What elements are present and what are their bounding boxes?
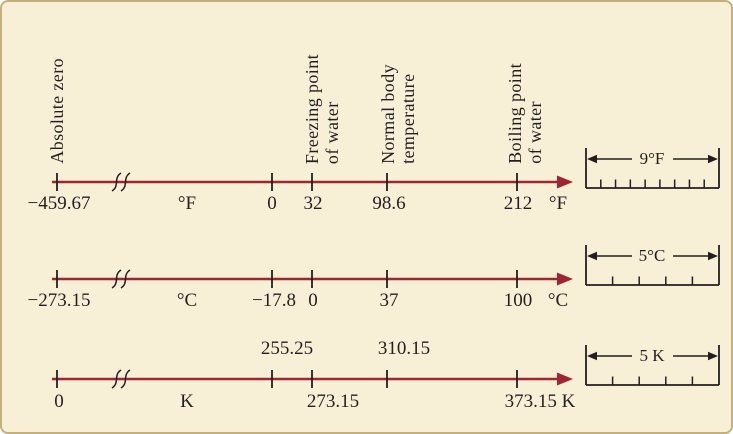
right-arrowhead-icon	[708, 251, 718, 261]
left-arrowhead-icon	[587, 351, 597, 361]
annotation-boiling-point: Boiling point of water	[505, 63, 545, 164]
left-arrowhead-icon	[587, 154, 597, 164]
annotation-absolute-zero: Absolute zero	[47, 58, 67, 164]
celsius-boil-label: 100	[503, 290, 533, 311]
fahrenheit-axis	[52, 172, 573, 192]
fahrenheit-degree-ruler	[585, 148, 720, 189]
axis-break-icon	[120, 269, 131, 289]
celsius-unit-label: °C	[176, 290, 198, 311]
kelvin-unit-label: K	[180, 391, 194, 412]
kelvin-freeze-label: 273.15	[306, 391, 360, 412]
kelvin-axis	[52, 369, 573, 389]
kelvin-255-label: 255.25	[260, 338, 314, 359]
right-arrowhead-icon	[708, 154, 718, 164]
fahrenheit-body-label: 98.6	[372, 193, 406, 214]
fahrenheit-end-unit-label: °F	[548, 193, 568, 214]
left-arrowhead-icon	[587, 251, 597, 261]
celsius-arrowhead-icon	[557, 272, 573, 286]
axis-break-icon	[120, 369, 131, 389]
celsius-zero-f-label: −17.8	[252, 290, 296, 311]
kelvin-boil-label: 373.15 K	[504, 391, 576, 412]
kelvin-min-label: 0	[54, 391, 64, 412]
kelvin-degree-ruler	[585, 345, 720, 386]
celsius-min-label: −273.15	[27, 290, 91, 311]
kelvin-arrowhead-icon	[557, 372, 573, 386]
annotation-freezing-point: Freezing point of water	[302, 53, 342, 164]
celsius-axis	[52, 269, 573, 289]
celsius-freeze-label: 0	[308, 290, 318, 311]
axis-break-icon	[111, 172, 122, 192]
axis-break-icon	[111, 269, 122, 289]
kelvin-310-label: 310.15	[377, 338, 431, 359]
fahrenheit-min-label: −459.67	[27, 193, 91, 214]
celsius-degree-span-label: 5°C	[638, 246, 666, 265]
celsius-degree-ruler	[585, 245, 720, 286]
fahrenheit-boil-label: 212	[503, 193, 533, 214]
axis-break-icon	[120, 172, 131, 192]
fahrenheit-zero-label: 0	[267, 193, 277, 214]
fahrenheit-unit-label: °F	[177, 193, 197, 214]
annotation-normal-body: Normal body temperature	[378, 64, 418, 164]
fahrenheit-arrowhead-icon	[557, 175, 573, 189]
fahrenheit-freeze-label: 32	[303, 193, 323, 214]
right-arrowhead-icon	[708, 351, 718, 361]
celsius-end-unit-label: °C	[547, 290, 569, 311]
celsius-body-label: 37	[379, 290, 399, 311]
fahrenheit-degree-span-label: 9°F	[639, 149, 665, 168]
axis-break-icon	[111, 369, 122, 389]
kelvin-degree-span-label: 5 K	[639, 346, 665, 365]
